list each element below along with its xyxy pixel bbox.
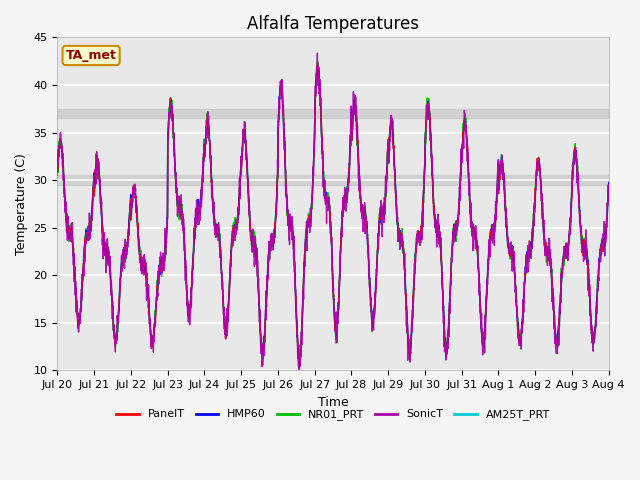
AM25T_PRT <box>572 148 580 154</box>
NR01_PRT <box>494 177 502 182</box>
SonicT <box>54 166 61 171</box>
SonicT <box>349 89 357 95</box>
AM25T_PRT <box>296 357 304 362</box>
Text: TA_met: TA_met <box>66 49 116 62</box>
HMP60 <box>605 180 612 185</box>
SonicT <box>572 156 580 162</box>
NR01_PRT <box>349 112 357 118</box>
Line: SonicT: SonicT <box>58 53 609 374</box>
Line: NR01_PRT: NR01_PRT <box>58 61 609 369</box>
SonicT <box>605 190 612 195</box>
Line: AM25T_PRT: AM25T_PRT <box>58 63 609 360</box>
HMP60 <box>314 64 322 70</box>
NR01_PRT <box>295 366 303 372</box>
PanelT <box>314 60 321 66</box>
PanelT <box>494 174 502 180</box>
HMP60 <box>54 168 61 174</box>
AM25T_PRT <box>349 105 357 111</box>
Line: HMP60: HMP60 <box>58 67 609 368</box>
PanelT <box>362 213 369 218</box>
SonicT <box>314 50 321 56</box>
PanelT <box>207 174 215 180</box>
SonicT <box>362 206 369 212</box>
Y-axis label: Temperature (C): Temperature (C) <box>15 153 28 255</box>
SonicT <box>557 292 564 298</box>
AM25T_PRT <box>54 170 61 176</box>
HMP60 <box>362 215 369 220</box>
NR01_PRT <box>207 166 215 171</box>
NR01_PRT <box>605 183 612 189</box>
Legend: PanelT, HMP60, NR01_PRT, SonicT, AM25T_PRT: PanelT, HMP60, NR01_PRT, SonicT, AM25T_P… <box>112 405 554 425</box>
SonicT <box>494 169 502 175</box>
NR01_PRT <box>314 58 321 64</box>
PanelT <box>54 166 61 171</box>
PanelT <box>605 185 612 191</box>
HMP60 <box>572 152 580 157</box>
HMP60 <box>296 365 303 371</box>
HMP60 <box>494 174 502 180</box>
AM25T_PRT <box>207 166 215 171</box>
PanelT <box>349 112 357 118</box>
NR01_PRT <box>362 211 369 217</box>
Bar <box>58 175 609 185</box>
NR01_PRT <box>54 173 61 179</box>
HMP60 <box>349 111 357 117</box>
NR01_PRT <box>572 150 580 156</box>
Title: Alfalfa Temperatures: Alfalfa Temperatures <box>247 15 419 33</box>
X-axis label: Time: Time <box>317 396 348 408</box>
HMP60 <box>207 169 215 175</box>
HMP60 <box>557 300 564 306</box>
PanelT <box>572 150 580 156</box>
AM25T_PRT <box>494 175 502 181</box>
NR01_PRT <box>557 295 564 300</box>
AM25T_PRT <box>314 60 322 66</box>
SonicT <box>207 153 215 159</box>
AM25T_PRT <box>362 212 369 217</box>
Bar <box>58 108 609 118</box>
Line: PanelT: PanelT <box>58 63 609 366</box>
AM25T_PRT <box>605 181 612 187</box>
AM25T_PRT <box>557 292 564 298</box>
PanelT <box>296 363 303 369</box>
SonicT <box>296 371 303 377</box>
PanelT <box>557 289 564 295</box>
